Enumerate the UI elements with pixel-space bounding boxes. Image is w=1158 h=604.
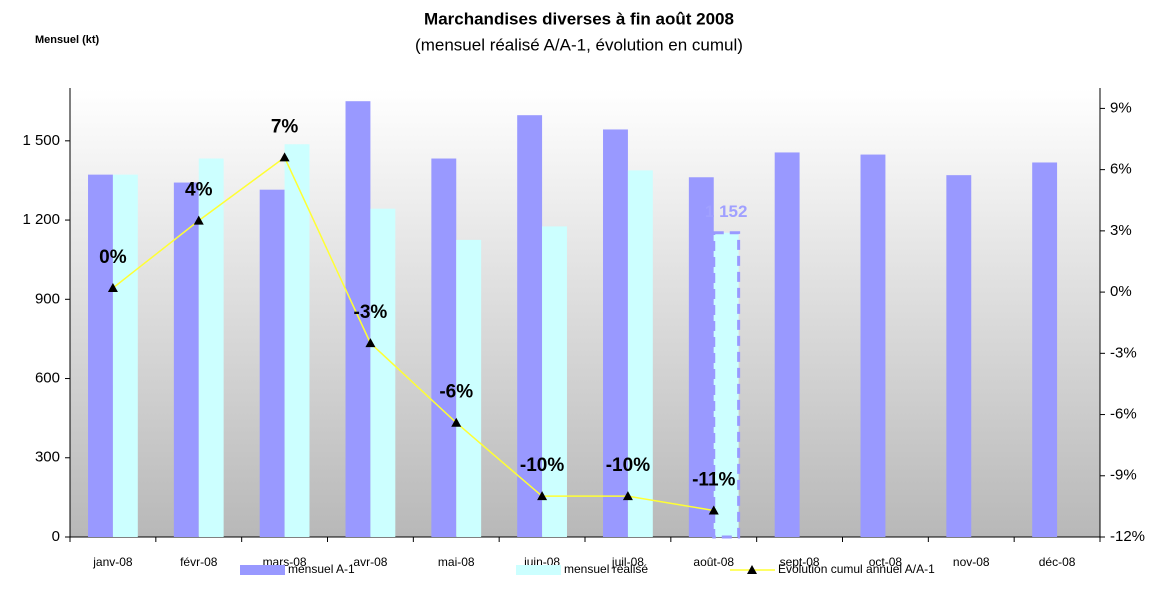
- legend-label: mensuel réalisé: [564, 562, 648, 576]
- x-tick-label: janv-08: [92, 555, 133, 569]
- y2-tick-label: 9%: [1110, 99, 1132, 116]
- bar: [1032, 162, 1058, 537]
- data-label: 0%: [99, 247, 127, 268]
- data-label: -10%: [606, 455, 650, 476]
- bar: [860, 154, 886, 537]
- y-axis-label: Mensuel (kt): [35, 34, 100, 46]
- y2-tick-label: -12%: [1110, 528, 1145, 545]
- bar: [284, 144, 310, 537]
- bar: [627, 170, 653, 537]
- bar: [774, 152, 800, 537]
- y-tick-label: 600: [35, 369, 60, 386]
- y-tick-label: 300: [35, 449, 60, 466]
- data-label: -10%: [520, 455, 564, 476]
- data-label: -6%: [439, 382, 473, 403]
- y2-tick-label: -9%: [1110, 467, 1137, 484]
- data-label: -3%: [354, 302, 388, 323]
- y-tick-label: 900: [35, 290, 60, 307]
- y-tick-label: 1 200: [22, 211, 60, 228]
- data-label: 1 152: [705, 202, 748, 221]
- bar: [517, 115, 543, 538]
- legend-swatch: [516, 565, 561, 575]
- bar: [542, 226, 567, 537]
- marker: [622, 491, 633, 501]
- marker: [708, 505, 719, 515]
- legend-swatch: [240, 565, 285, 575]
- bar: [946, 175, 972, 538]
- x-tick-label: nov-08: [953, 555, 990, 569]
- y2-tick-label: -3%: [1110, 344, 1137, 361]
- bar: [712, 231, 741, 539]
- bar: [173, 182, 199, 537]
- legend-label: mensuel A-1: [288, 562, 355, 576]
- bar: [345, 101, 371, 538]
- line: [112, 156, 714, 512]
- plot-area: [70, 88, 1100, 537]
- x-tick-label: oct-08: [869, 555, 903, 569]
- y2-tick-label: 3%: [1110, 222, 1132, 239]
- bar: [112, 174, 138, 537]
- bar: [688, 177, 714, 537]
- bar: [259, 189, 285, 537]
- y2-tick-label: 6%: [1110, 161, 1132, 178]
- x-tick-label: déc-08: [1039, 555, 1076, 569]
- x-tick-label: avr-08: [353, 555, 387, 569]
- y-tick-label: 1 500: [22, 132, 60, 149]
- bar: [603, 129, 628, 537]
- chart-subtitle: (mensuel réalisé A/A-1, évolution en cum…: [415, 35, 743, 54]
- x-tick-label: sept-08: [780, 555, 820, 569]
- x-tick-label: juil-08: [611, 555, 644, 569]
- legend-marker: [747, 565, 757, 574]
- bar: [370, 208, 396, 537]
- x-tick-label: mai-08: [438, 555, 475, 569]
- bar: [431, 158, 457, 537]
- data-label: 7%: [271, 116, 299, 137]
- bar: [88, 174, 113, 537]
- y2-tick-label: -6%: [1110, 406, 1137, 423]
- y-tick-label: 0: [52, 528, 60, 545]
- data-label: 4%: [185, 180, 213, 201]
- legend-label: Evolution cumul annuel A/A-1: [778, 562, 935, 576]
- marker: [365, 338, 376, 348]
- marker: [107, 283, 118, 293]
- bar: [456, 239, 482, 537]
- marker: [537, 491, 548, 501]
- bar: [198, 158, 224, 537]
- data-label: -11%: [692, 469, 735, 490]
- y2-tick-label: 0%: [1110, 283, 1132, 300]
- chart-title: Marchandises diverses à fin août 2008: [424, 9, 734, 28]
- x-tick-label: févr-08: [180, 555, 218, 569]
- marker: [193, 215, 204, 225]
- marker: [451, 417, 462, 427]
- x-tick-label: août-08: [693, 555, 734, 569]
- marker: [279, 152, 290, 162]
